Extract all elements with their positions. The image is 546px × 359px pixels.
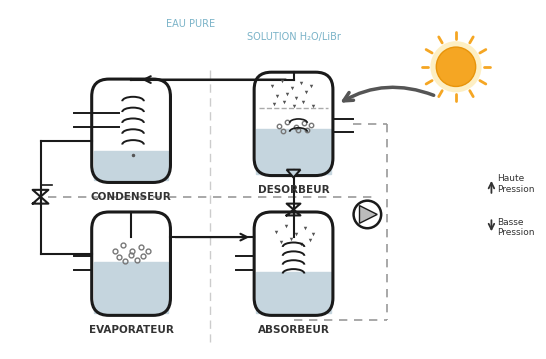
FancyBboxPatch shape [254,212,333,315]
Polygon shape [287,170,300,178]
Text: DESORBEUR: DESORBEUR [258,185,329,195]
FancyBboxPatch shape [92,212,170,315]
Text: EVAPORATEUR: EVAPORATEUR [88,325,174,335]
Circle shape [436,47,476,87]
Text: ABSORBEUR: ABSORBEUR [258,325,329,335]
FancyBboxPatch shape [254,72,333,176]
Text: SOLUTION H₂O/LiBr: SOLUTION H₂O/LiBr [247,32,341,42]
Bar [94,151,169,181]
Circle shape [354,201,381,228]
Bar [256,272,331,313]
FancyBboxPatch shape [92,79,170,182]
Bar [94,262,169,313]
Circle shape [430,41,482,92]
Bar [256,129,331,174]
Text: CONDENSEUR: CONDENSEUR [91,192,171,202]
Text: Basse
Pression: Basse Pression [497,218,535,237]
Text: EAU PURE: EAU PURE [165,19,215,29]
Text: Haute
Pression: Haute Pression [497,174,535,194]
Polygon shape [359,206,377,223]
